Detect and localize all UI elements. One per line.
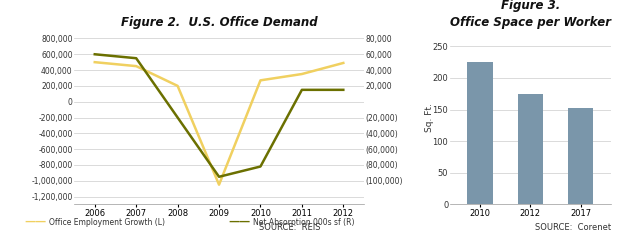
Y-axis label: Sq. Ft.: Sq. Ft. — [425, 103, 434, 132]
Text: SOURCE:  Corenet: SOURCE: Corenet — [535, 223, 611, 232]
Text: SOURCE:  REIS: SOURCE: REIS — [259, 223, 321, 232]
Text: Net Absorption 000s sf (R): Net Absorption 000s sf (R) — [253, 218, 355, 227]
Title: Figure 2.  U.S. Office Demand: Figure 2. U.S. Office Demand — [121, 16, 317, 29]
Text: ——: —— — [228, 217, 251, 227]
Bar — [518, 94, 543, 204]
Text: ——: —— — [25, 217, 47, 227]
Bar — [568, 108, 593, 204]
Text: Office Employment Growth (L): Office Employment Growth (L) — [49, 218, 165, 227]
Title: Figure 3.
Office Space per Worker: Figure 3. Office Space per Worker — [450, 0, 611, 29]
Bar — [467, 62, 492, 204]
